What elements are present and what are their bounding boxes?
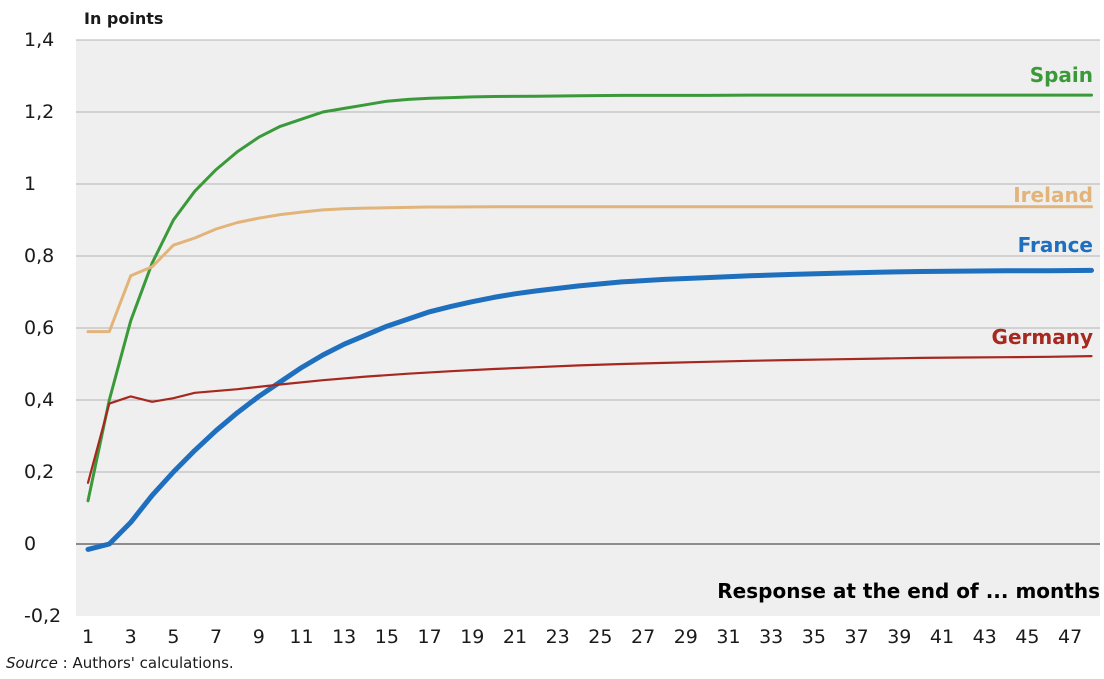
source-key: Source — [6, 654, 58, 672]
x-tick-label: 21 — [503, 626, 527, 648]
x-tick-label: 39 — [887, 626, 911, 648]
x-tick-label: 17 — [418, 626, 442, 648]
y-tick-label: 1 — [24, 173, 36, 195]
series-labels: Spain Ireland France Germany — [992, 63, 1093, 349]
y-axis-tick-labels: 1,4 1,2 1 0,8 0,6 0,4 0,2 0 -0,2 — [24, 29, 61, 627]
x-tick-label: 23 — [546, 626, 570, 648]
series-line-germany — [86, 355, 1093, 484]
x-tick-label: 45 — [1015, 626, 1039, 648]
series-lines — [85, 93, 1094, 552]
series-line-spain — [86, 93, 1093, 503]
x-tick-label: 15 — [375, 626, 399, 648]
y-tick-label: 1,4 — [24, 29, 54, 51]
y-tick-label: -0,2 — [24, 605, 61, 627]
x-tick-label: 11 — [289, 626, 313, 648]
y-tick-label: 0 — [24, 533, 36, 555]
y-tick-label: 1,2 — [24, 101, 54, 123]
series-label-france: France — [1018, 233, 1093, 257]
x-tick-label: 25 — [588, 626, 612, 648]
gridlines — [76, 39, 1100, 545]
x-tick-label: 41 — [930, 626, 954, 648]
y-tick-label: 0,8 — [24, 245, 54, 267]
y-tick-label: 0,6 — [24, 317, 54, 339]
series-label-ireland: Ireland — [1013, 183, 1093, 207]
x-axis-title: Response at the end of ... months — [717, 579, 1100, 603]
y-tick-label: 0,4 — [24, 389, 54, 411]
x-tick-label: 5 — [167, 626, 179, 648]
y-tick-label: 0,2 — [24, 461, 54, 483]
series-label-spain: Spain — [1030, 63, 1093, 87]
x-tick-label: 3 — [125, 626, 137, 648]
x-tick-label: 13 — [332, 626, 356, 648]
series-line-france — [85, 267, 1094, 552]
x-tick-label: 19 — [460, 626, 484, 648]
x-tick-label: 27 — [631, 626, 655, 648]
x-tick-label: 37 — [845, 626, 869, 648]
unit-label: In points — [84, 9, 163, 28]
source-text: : Authors' calculations. — [57, 654, 234, 672]
x-tick-label: 1 — [82, 626, 94, 648]
x-axis-tick-labels: 1 3 5 7 9 11 13 15 17 19 21 23 25 27 29 31 33 35 37 39 41 43 4… — [82, 626, 1082, 648]
x-tick-label: 29 — [674, 626, 698, 648]
x-tick-label: 33 — [759, 626, 783, 648]
series-line-ireland — [86, 205, 1093, 334]
x-tick-label: 47 — [1058, 626, 1082, 648]
x-tick-label: 9 — [253, 626, 265, 648]
x-tick-label: 43 — [973, 626, 997, 648]
series-label-germany: Germany — [992, 325, 1093, 349]
x-tick-label: 35 — [802, 626, 826, 648]
x-tick-label: 31 — [716, 626, 740, 648]
source-note: Source : Authors' calculations. — [6, 654, 234, 672]
x-tick-label: 7 — [210, 626, 222, 648]
